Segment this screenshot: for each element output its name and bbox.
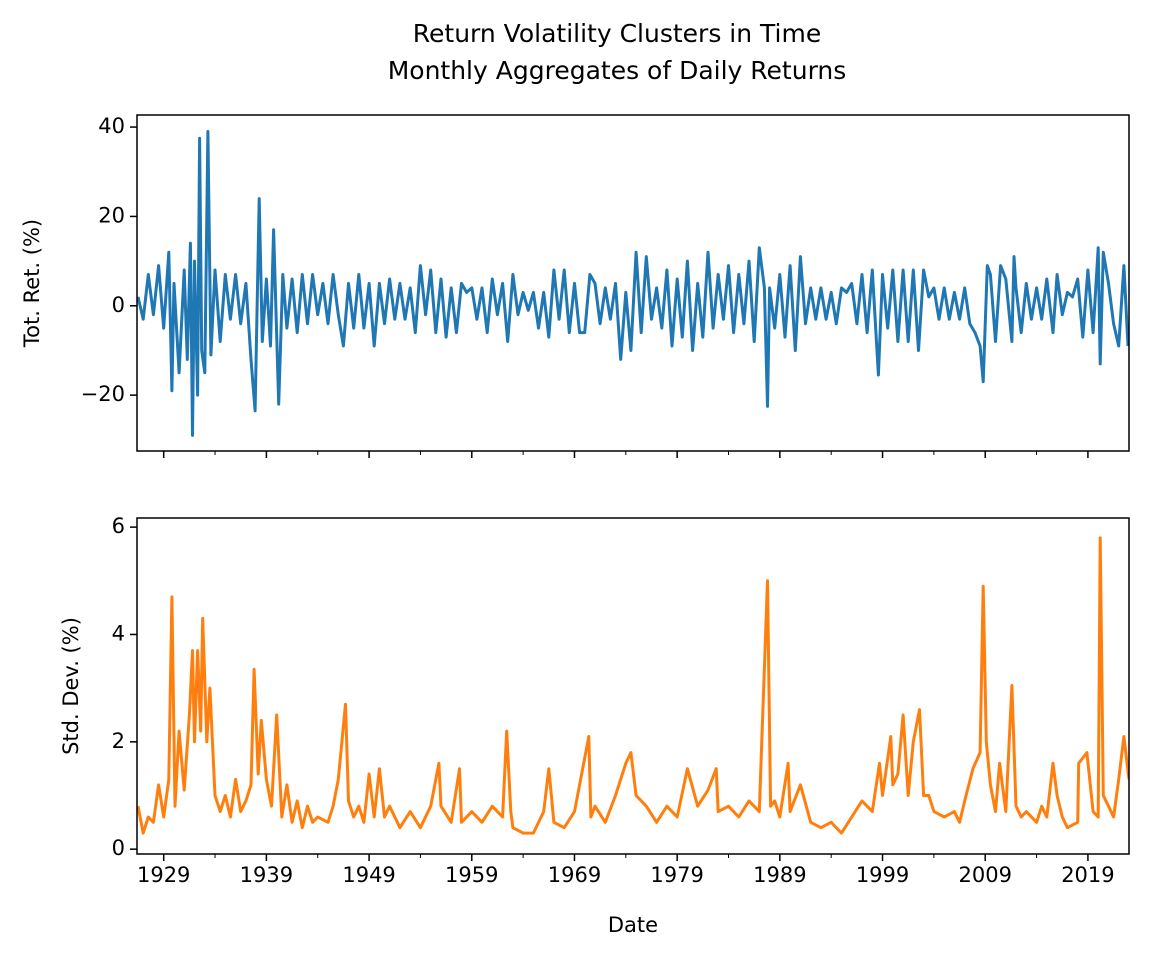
y-axis-label: Std. Dev. (%) [59, 617, 83, 755]
x-tick-label: 1959 [445, 863, 498, 887]
x-tick-label: 1949 [342, 863, 395, 887]
y-tick-label: 0 [112, 836, 125, 860]
x-tick-label: 1979 [650, 863, 703, 887]
y-tick-label: −20 [81, 382, 125, 406]
y-tick-label: 4 [112, 621, 125, 645]
data-line [137, 536, 1129, 835]
y-tick-label: 2 [112, 729, 125, 753]
x-axis-label: Date [608, 913, 658, 937]
x-tick-label: 2009 [959, 863, 1012, 887]
y-tick-label: 0 [112, 293, 125, 317]
plot-frame [136, 517, 1130, 855]
data-line [137, 130, 1129, 437]
chart-title: Return Volatility Clusters in Time [413, 19, 821, 48]
x-tick-label: 1929 [137, 863, 190, 887]
x-tick-label: 1939 [240, 863, 293, 887]
y-tick-label: 20 [98, 203, 125, 227]
x-tick-label: 1999 [856, 863, 909, 887]
x-tick-label: 1969 [548, 863, 601, 887]
y-axis-label: Tot. Ret. (%) [20, 219, 44, 348]
plot-frame [136, 114, 1130, 452]
x-tick-label: 2019 [1061, 863, 1114, 887]
y-tick-label: 6 [112, 514, 125, 538]
x-tick-label: 1989 [753, 863, 806, 887]
chart-subtitle: Monthly Aggregates of Daily Returns [388, 56, 847, 85]
y-tick-label: 40 [98, 114, 125, 138]
